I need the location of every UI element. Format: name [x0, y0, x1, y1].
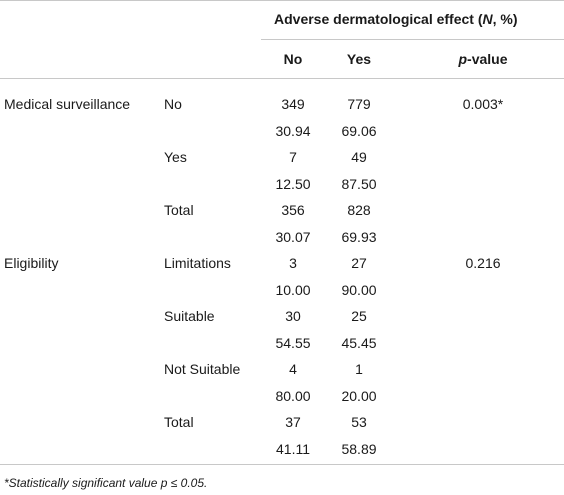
cell-yes: 20.00 — [341, 388, 377, 404]
col-header-no: No — [283, 51, 303, 67]
cell-no: 30 — [285, 308, 301, 324]
col-header-yes: Yes — [346, 51, 372, 67]
cell-no: 349 — [281, 96, 305, 112]
group-header-n: N — [482, 11, 493, 27]
cell-yes: 69.06 — [341, 123, 377, 139]
cell-yes: 90.00 — [341, 282, 377, 298]
row-category: Total — [164, 202, 194, 218]
cell-no: 10.00 — [275, 282, 311, 298]
header-rule — [0, 78, 564, 79]
cell-no: 30.94 — [275, 123, 311, 139]
row-category: Limitations — [164, 255, 231, 271]
cell-no: 41.11 — [276, 441, 310, 457]
row-category: Suitable — [164, 308, 215, 324]
cell-yes: 69.93 — [341, 229, 377, 245]
table-bottom-rule — [0, 464, 564, 465]
cell-no: 7 — [289, 149, 297, 165]
row-category: Yes — [164, 149, 187, 165]
cell-yes: 49 — [351, 149, 367, 165]
col-header-p-italic: p — [458, 51, 468, 67]
cell-no: 37 — [285, 414, 301, 430]
cell-no: 356 — [281, 202, 305, 218]
cell-yes: 53 — [351, 414, 367, 430]
row-variable: Medical surveillance — [4, 96, 131, 112]
row-variable: Eligibility — [4, 255, 59, 271]
cell-p-value: 0.216 — [465, 255, 501, 271]
col-header-p-rest: -value — [467, 51, 508, 67]
footnote: *Statistically significant value p ≤ 0.0… — [4, 476, 208, 490]
row-category: No — [164, 96, 182, 112]
cell-no: 80.00 — [275, 388, 311, 404]
group-header: Adverse dermatological effect (N, %) — [274, 11, 518, 27]
cell-yes: 87.50 — [341, 176, 377, 192]
cell-no: 54.55 — [275, 335, 311, 351]
row-category: Total — [164, 414, 194, 430]
cell-no: 12.50 — [275, 176, 311, 192]
cell-yes: 45.45 — [341, 335, 377, 351]
col-header-p-value: p-value — [458, 51, 507, 67]
cell-yes: 27 — [351, 255, 367, 271]
cell-no: 30.07 — [275, 229, 311, 245]
cell-yes: 58.89 — [341, 441, 377, 457]
cell-yes: 1 — [355, 361, 363, 377]
cell-no: 3 — [289, 255, 297, 271]
cell-p-value: 0.003* — [462, 96, 504, 112]
cell-no: 4 — [289, 361, 297, 377]
cell-yes: 828 — [347, 202, 371, 218]
cell-yes: 25 — [351, 308, 367, 324]
group-header-suffix: , %) — [492, 11, 518, 27]
group-header-rule — [261, 39, 564, 40]
row-category: Not Suitable — [164, 361, 241, 377]
group-header-prefix: Adverse dermatological effect ( — [274, 11, 483, 27]
table-top-rule — [0, 0, 564, 1]
cell-yes: 779 — [347, 96, 371, 112]
